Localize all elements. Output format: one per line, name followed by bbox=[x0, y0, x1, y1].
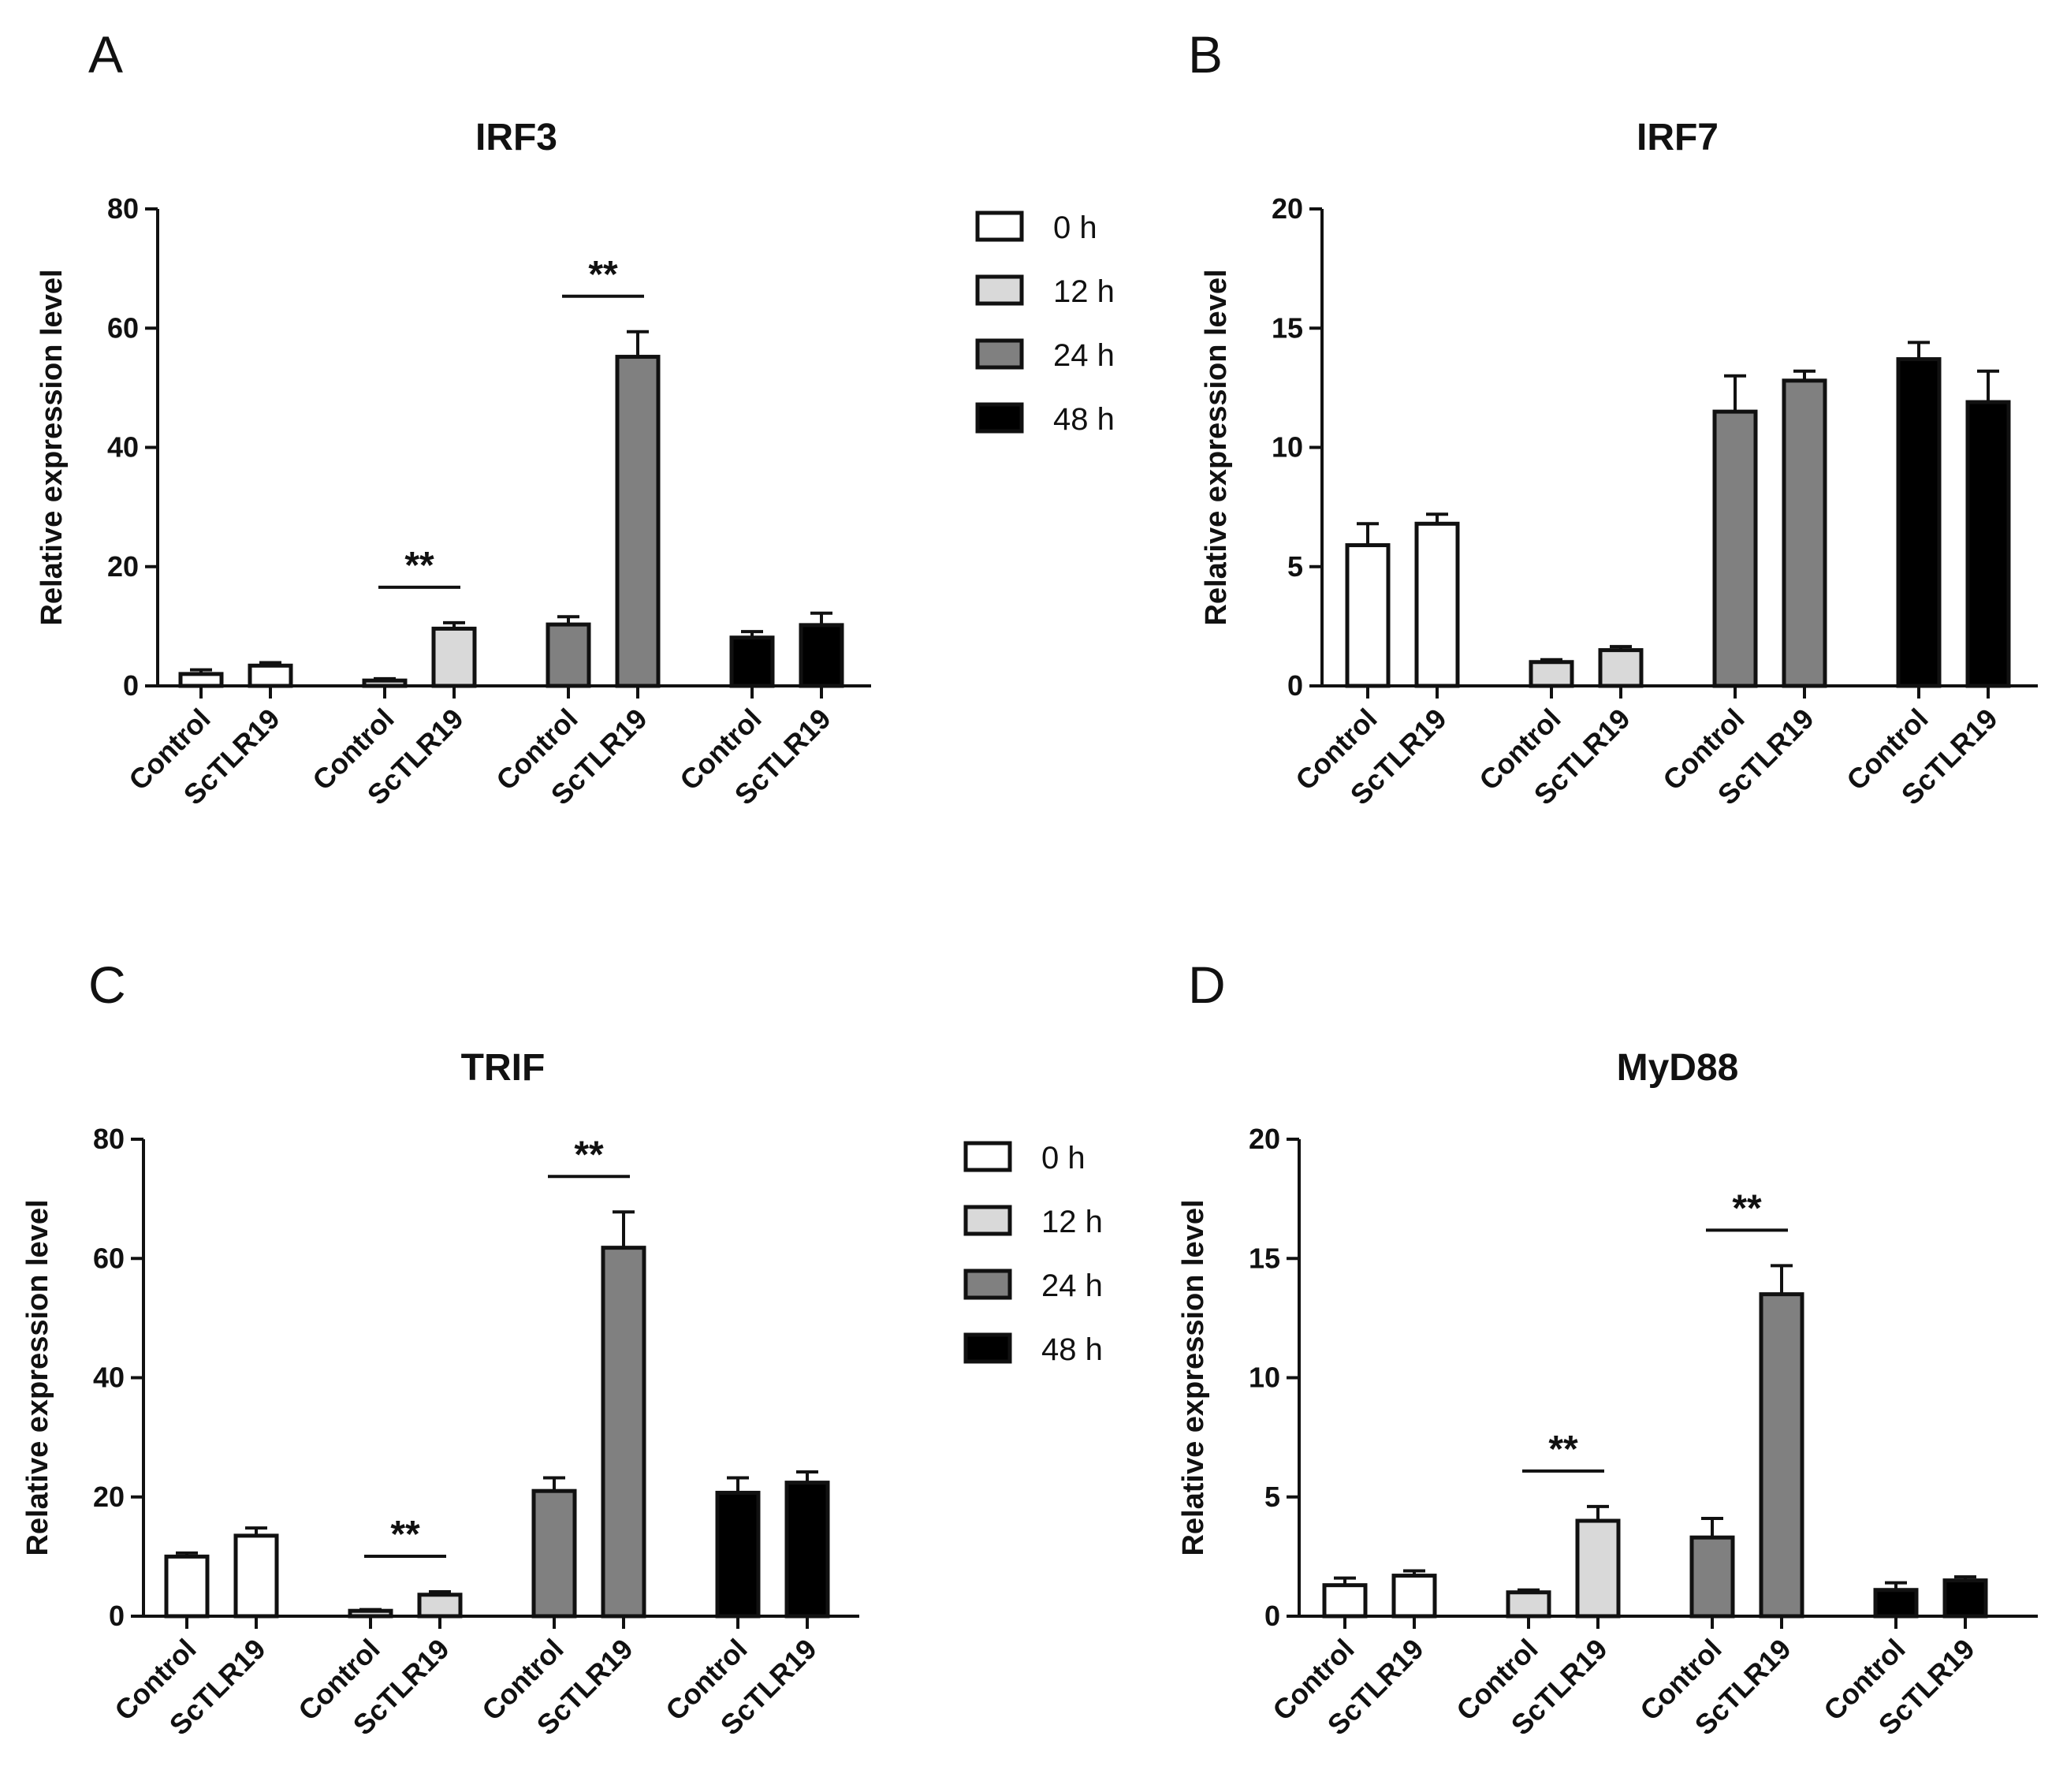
significance-label: ** bbox=[1548, 1429, 1578, 1470]
y-tick-label: 10 bbox=[1272, 431, 1303, 464]
significance-label: ** bbox=[588, 254, 618, 296]
chart-title: IRF7 bbox=[1637, 117, 1719, 158]
y-tick-label: 20 bbox=[107, 550, 139, 583]
bar-12h-sctlr19 bbox=[431, 626, 477, 688]
y-tick-label: 0 bbox=[123, 669, 139, 702]
legend-label: 12 h bbox=[1053, 274, 1115, 309]
legend-swatch bbox=[975, 338, 1024, 370]
bar-48h-control bbox=[729, 635, 775, 688]
bar-0h-control bbox=[1322, 1583, 1368, 1619]
bar-12h-control bbox=[1506, 1590, 1551, 1619]
panel-letter: A bbox=[88, 25, 123, 84]
bar-48h-control bbox=[715, 1490, 761, 1619]
y-tick-label: 40 bbox=[93, 1362, 125, 1394]
legend-swatch bbox=[975, 210, 1024, 242]
legend-label: 24 h bbox=[1053, 338, 1115, 373]
bar-0h-sctlr19 bbox=[1391, 1574, 1437, 1619]
bar-0h-control bbox=[164, 1554, 210, 1619]
bar-24h-control bbox=[546, 622, 591, 688]
bar-48h-sctlr19 bbox=[799, 623, 844, 688]
chart-title: TRIF bbox=[461, 1047, 546, 1089]
legend-label: 48 h bbox=[1053, 402, 1115, 437]
legend-swatch bbox=[975, 274, 1024, 306]
y-tick-label: 0 bbox=[1287, 669, 1303, 702]
bar-0h-sctlr19 bbox=[233, 1533, 279, 1619]
significance-label: ** bbox=[1732, 1187, 1762, 1229]
chart-title: MyD88 bbox=[1617, 1047, 1739, 1089]
y-axis-title: Relative expression level bbox=[21, 1199, 54, 1555]
y-tick-label: 60 bbox=[93, 1242, 125, 1274]
y-tick-label: 5 bbox=[1287, 550, 1303, 583]
bar-48h-control bbox=[1873, 1588, 1919, 1619]
bar-48h-sctlr19 bbox=[784, 1481, 830, 1619]
y-axis-title: Relative expression level bbox=[35, 269, 69, 625]
legend-swatch bbox=[963, 1205, 1012, 1236]
y-axis-title: Relative expression level bbox=[1200, 269, 1233, 625]
y-tick-label: 80 bbox=[93, 1123, 125, 1155]
bar-12h-sctlr19 bbox=[1575, 1518, 1621, 1619]
y-tick-label: 0 bbox=[109, 1600, 125, 1632]
chart-title: IRF3 bbox=[475, 117, 557, 158]
y-tick-label: 15 bbox=[1249, 1242, 1280, 1274]
bar-12h-sctlr19 bbox=[1598, 648, 1644, 688]
y-axis-title: Relative expression level bbox=[1177, 1199, 1210, 1555]
significance-label: ** bbox=[574, 1134, 604, 1175]
bar-12h-control bbox=[362, 678, 408, 688]
y-tick-label: 20 bbox=[93, 1481, 125, 1513]
bar-24h-control bbox=[1689, 1535, 1735, 1619]
significance-label: ** bbox=[390, 1514, 420, 1555]
y-tick-label: 20 bbox=[1272, 192, 1303, 225]
legend-label: 12 h bbox=[1041, 1205, 1103, 1239]
y-tick-label: 0 bbox=[1264, 1600, 1280, 1632]
legend-label: 0 h bbox=[1053, 210, 1097, 245]
panel-letter: D bbox=[1188, 956, 1226, 1014]
legend-swatch bbox=[963, 1269, 1012, 1300]
legend-label: 0 h bbox=[1041, 1141, 1086, 1175]
bar-24h-sctlr19 bbox=[601, 1246, 646, 1619]
bar-0h-control bbox=[178, 672, 224, 688]
legend-label: 24 h bbox=[1041, 1269, 1103, 1303]
y-tick-label: 40 bbox=[107, 431, 139, 464]
bar-0h-control bbox=[1345, 543, 1391, 688]
bar-12h-control bbox=[1529, 660, 1574, 688]
bar-24h-control bbox=[531, 1488, 577, 1619]
bar-24h-sctlr19 bbox=[1759, 1292, 1804, 1619]
bar-12h-sctlr19 bbox=[417, 1593, 463, 1619]
legend-swatch bbox=[963, 1332, 1012, 1364]
legend-swatch bbox=[963, 1141, 1012, 1172]
bar-24h-control bbox=[1712, 409, 1758, 688]
bar-24h-sctlr19 bbox=[1782, 378, 1827, 688]
significance-label: ** bbox=[404, 545, 434, 587]
bar-48h-control bbox=[1896, 357, 1942, 688]
legend-label: 48 h bbox=[1041, 1332, 1103, 1367]
bar-48h-sctlr19 bbox=[1942, 1578, 1988, 1619]
bar-24h-sctlr19 bbox=[615, 355, 661, 688]
legend: 0 h 12 h 24 h 48 h bbox=[975, 210, 1115, 437]
bar-48h-sctlr19 bbox=[1965, 400, 2011, 688]
bar-0h-sctlr19 bbox=[248, 663, 293, 688]
panel-letter: C bbox=[88, 956, 126, 1014]
y-tick-label: 20 bbox=[1249, 1123, 1280, 1155]
y-tick-label: 10 bbox=[1249, 1362, 1280, 1394]
y-tick-label: 60 bbox=[107, 311, 139, 344]
y-tick-label: 15 bbox=[1272, 311, 1303, 344]
bar-12h-control bbox=[348, 1608, 393, 1619]
legend-swatch bbox=[975, 402, 1024, 434]
panel-letter: B bbox=[1188, 25, 1223, 84]
y-tick-label: 5 bbox=[1264, 1481, 1280, 1513]
y-tick-label: 80 bbox=[107, 192, 139, 225]
bar-0h-sctlr19 bbox=[1414, 521, 1460, 688]
legend: 0 h 12 h 24 h 48 h bbox=[963, 1141, 1103, 1367]
